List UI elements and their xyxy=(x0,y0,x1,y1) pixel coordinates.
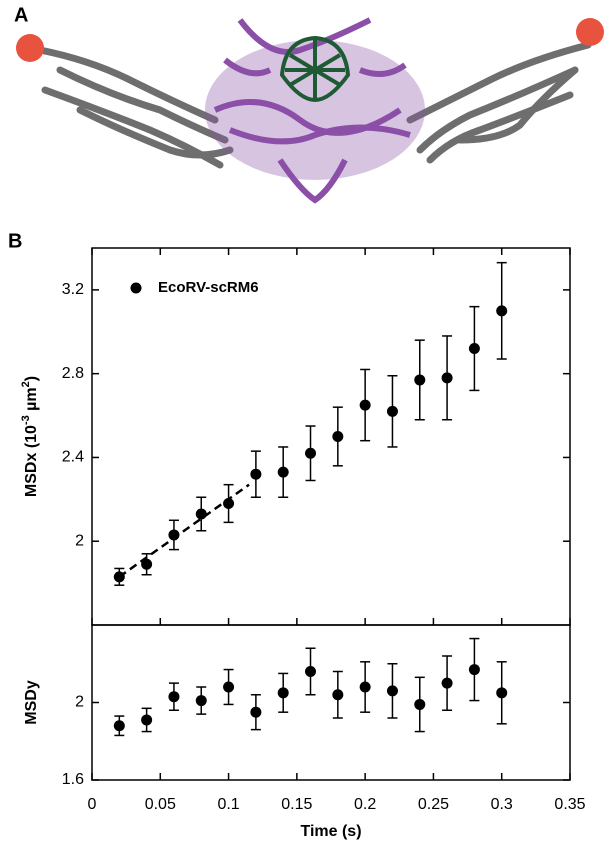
data-point xyxy=(250,468,262,480)
data-point xyxy=(386,405,398,417)
data-point xyxy=(386,685,398,697)
helix xyxy=(36,46,219,124)
data-point xyxy=(168,691,180,703)
x-tick-label: 0.3 xyxy=(491,796,513,813)
data-point xyxy=(277,466,289,478)
legend-marker xyxy=(130,282,142,294)
y-tick-label: 2 xyxy=(75,694,84,711)
data-point xyxy=(195,508,207,520)
helices-right xyxy=(406,41,592,164)
y-axis-label-part: MSDy xyxy=(23,680,40,725)
data-point xyxy=(414,698,426,710)
panel-label: B xyxy=(8,230,22,252)
y-axis-label-part: -3 xyxy=(20,415,32,425)
sheet xyxy=(228,124,411,145)
y-axis-label-part: 2 xyxy=(20,381,32,387)
data-point xyxy=(332,431,344,442)
data-point xyxy=(305,447,317,459)
y-axis-label-part: MSDx (10 xyxy=(23,425,40,497)
x-tick-label: 0.35 xyxy=(554,796,585,813)
legend-label: EcoRV-scRM6 xyxy=(158,279,259,296)
panel-label: A xyxy=(14,4,28,26)
data-point xyxy=(305,666,317,677)
data-point xyxy=(195,695,207,707)
y-tick-label: 2.8 xyxy=(62,365,84,382)
x-tick-label: 0 xyxy=(88,796,97,813)
data-point xyxy=(223,681,235,693)
plot-frame xyxy=(91,624,571,781)
purple-domains xyxy=(213,17,411,204)
helix xyxy=(426,91,574,164)
y-axis-label: MSDy xyxy=(23,680,40,725)
helix xyxy=(406,41,592,124)
data-point xyxy=(168,529,180,541)
loop xyxy=(358,62,407,77)
y-tick-label: 2.4 xyxy=(62,449,84,466)
plot-frame xyxy=(91,247,571,626)
x-tick-label: 0.05 xyxy=(145,796,176,813)
y-tick-label: 1.6 xyxy=(62,771,84,788)
protein-structure xyxy=(16,17,604,204)
helices-left xyxy=(36,46,234,169)
helix xyxy=(456,66,579,144)
data-point xyxy=(414,374,426,386)
helix xyxy=(76,106,234,159)
data-point xyxy=(496,687,508,699)
helix xyxy=(416,66,579,154)
dna-strands xyxy=(285,40,345,100)
bead xyxy=(576,18,604,46)
loop xyxy=(237,17,372,55)
loop xyxy=(223,57,272,77)
x-tick-label: 0.15 xyxy=(281,796,312,813)
data-point xyxy=(277,687,289,699)
data-point xyxy=(223,498,235,510)
x-tick-label: 0.1 xyxy=(217,796,239,813)
data-point xyxy=(141,714,153,726)
data-point xyxy=(468,343,480,355)
data-point xyxy=(113,571,125,583)
data-point xyxy=(359,399,371,411)
data-point xyxy=(359,681,371,693)
dna-cage xyxy=(279,35,351,103)
y-axis-label-part: ) xyxy=(23,376,40,381)
bead xyxy=(16,34,44,62)
x-tick-label: 0.2 xyxy=(354,796,376,813)
y-tick-label: 3.2 xyxy=(62,281,84,298)
data-point xyxy=(468,664,480,676)
data-point xyxy=(141,558,153,570)
y-tick-label: 2 xyxy=(75,532,84,549)
y-axis-label-part: µm xyxy=(23,387,40,415)
data-point xyxy=(441,677,453,689)
data-point xyxy=(250,706,262,718)
data-point xyxy=(332,689,344,701)
loop xyxy=(277,158,348,204)
data-point xyxy=(441,372,453,384)
y-axis-label: MSDx (10-3 µm2) xyxy=(20,376,40,497)
x-axis-label: Time (s) xyxy=(300,823,361,840)
x-tick-label: 0.25 xyxy=(418,796,449,813)
data-point xyxy=(496,305,508,317)
data-point xyxy=(113,720,125,732)
dna xyxy=(279,35,351,103)
helix xyxy=(56,66,229,144)
